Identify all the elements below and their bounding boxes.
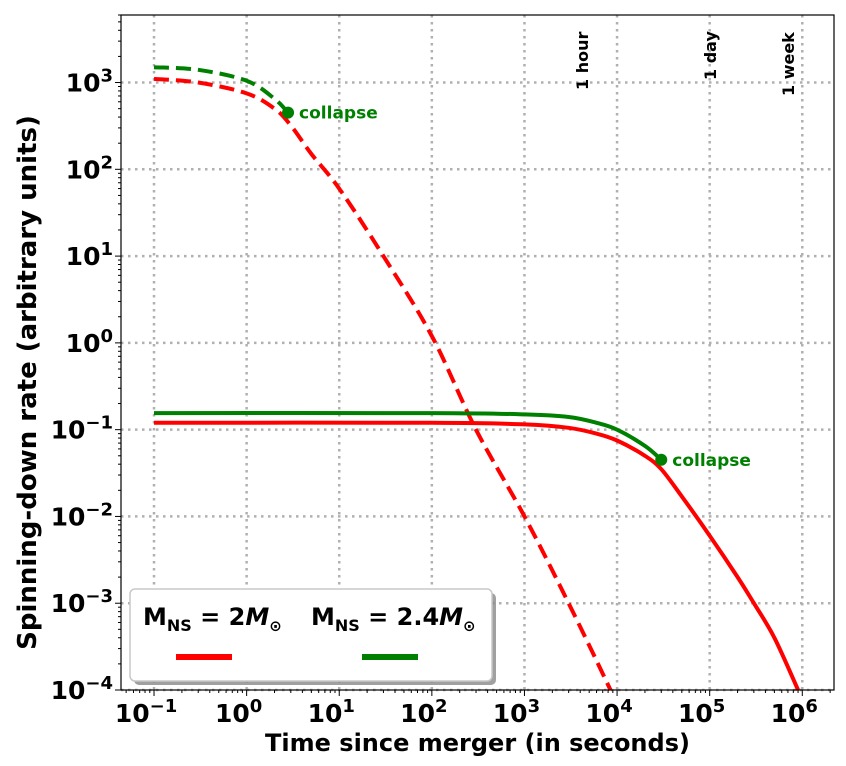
y-tick-label: 103	[66, 66, 113, 98]
x-tick-label: 10−1	[115, 696, 177, 728]
legend-entry-label: MNS = 2M⊙	[143, 603, 282, 635]
grid	[121, 15, 834, 692]
x-tick-label: 103	[493, 696, 540, 728]
y-tick-label: 101	[66, 239, 113, 271]
series-line-3	[153, 411, 663, 462]
y-tick-label: 10−1	[51, 413, 113, 445]
time-marker-label: 1 week	[779, 32, 798, 96]
y-tick-label: 10−2	[51, 499, 113, 531]
axis-ticks: 10−1 100 101 102 103 104 105 106 10−4 10−3 10−2 10−…	[51, 14, 831, 728]
x-axis-label: Time since merger (in seconds)	[265, 729, 690, 757]
time-marker-label: 1 day	[701, 31, 720, 80]
time-marker-label: 1 hour	[573, 32, 592, 90]
x-tick-label: 104	[585, 696, 632, 728]
y-tick-label: 102	[66, 152, 113, 184]
series-line-0	[153, 76, 613, 691]
collapse-label: collapse	[299, 104, 378, 124]
x-tick-label: 106	[771, 696, 818, 728]
collapse-point	[282, 106, 295, 119]
x-tick-label: 100	[215, 696, 262, 728]
plot-frame	[120, 14, 835, 691]
x-tick-label: 102	[400, 696, 447, 728]
series-lines	[153, 65, 800, 691]
legend: MNS = 2M⊙ MNS = 2.4M⊙	[129, 588, 496, 685]
y-tick-label: 100	[66, 326, 113, 358]
collapse-markers: collapse collapse	[282, 104, 751, 471]
time-markers: 1 hour 1 day 1 week	[573, 31, 798, 96]
y-tick-label: 10−3	[51, 586, 113, 618]
series-line-2	[153, 420, 800, 691]
series-line-1	[153, 65, 290, 114]
collapse-point	[655, 453, 668, 466]
x-tick-label: 101	[308, 696, 355, 728]
x-tick-label: 105	[678, 696, 725, 728]
collapse-label: collapse	[672, 451, 751, 471]
legend-entry-label: MNS = 2.4M⊙	[311, 603, 476, 635]
y-tick-label: 10−4	[51, 673, 113, 705]
y-axis-label: Spinning-down rate (arbitrary units)	[13, 115, 43, 650]
